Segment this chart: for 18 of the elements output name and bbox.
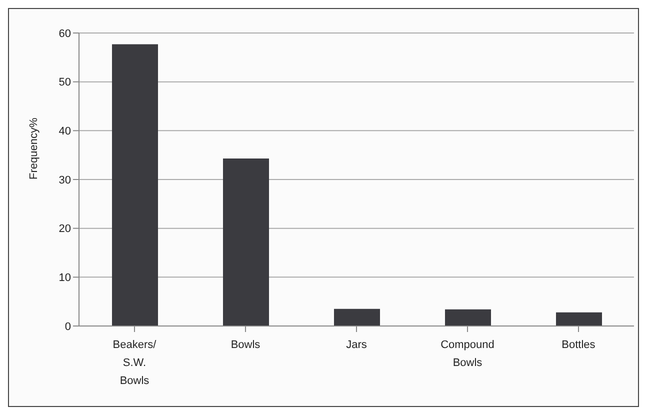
- y-tick-label: 0: [64, 320, 71, 333]
- bar: [556, 312, 602, 326]
- y-tick-label: 20: [58, 223, 71, 236]
- x-tick-label: Compound Bowls: [440, 339, 494, 369]
- y-tick-label: 50: [58, 76, 71, 89]
- x-tick-label: Bottles: [562, 339, 596, 351]
- x-tick-label: Beakers/ S.W. Bowls: [112, 339, 158, 387]
- y-tick-label: 30: [58, 174, 71, 186]
- x-tick-label: Jars: [346, 339, 368, 351]
- bar: [445, 309, 491, 326]
- bar: [223, 158, 269, 326]
- y-tick-label: 10: [58, 272, 71, 284]
- bar: [334, 308, 380, 326]
- y-axis-title: Frequency%: [28, 118, 40, 180]
- x-tick-label: Bowls: [230, 339, 261, 351]
- bar: [112, 44, 158, 326]
- y-tick-label: 60: [58, 28, 71, 40]
- y-tick-label: 40: [58, 126, 71, 138]
